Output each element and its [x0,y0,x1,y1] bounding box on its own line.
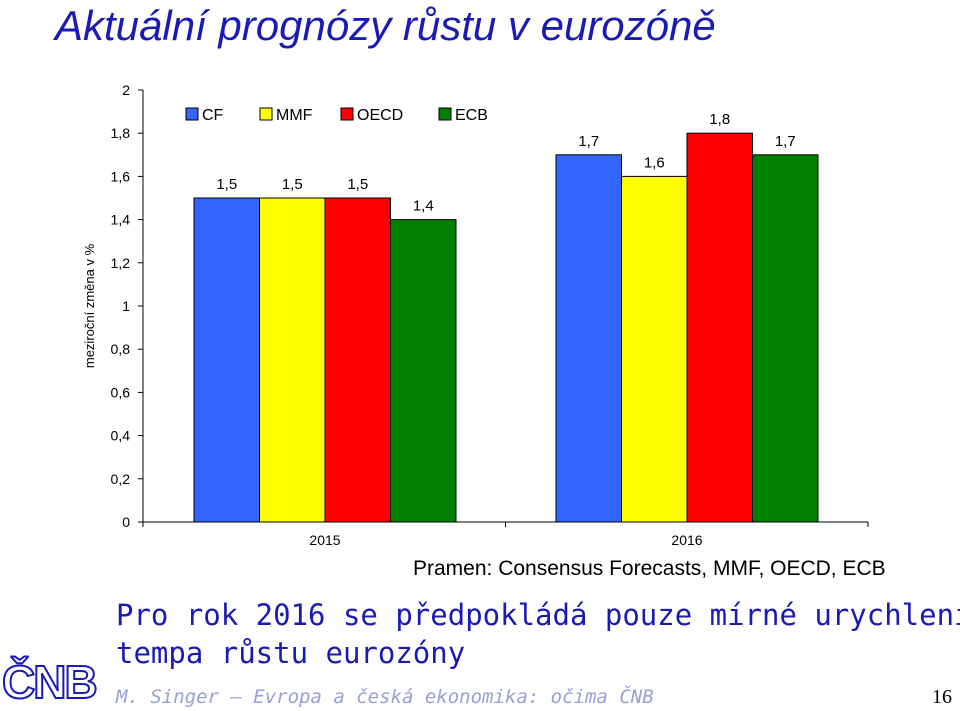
y-tick-label: 1,2 [111,255,131,271]
bar-cf-2015 [193,197,260,523]
bar-chart: 0 0,2 0,4 0,6 0,8 1 1,2 1,4 1,6 1,8 2 meziroční změ… [82,82,869,548]
y-tick-label: 0,2 [111,471,131,487]
bar-ecb-2016 [752,154,819,523]
slide-title: Aktuální prognózy růstu v eurozóně [55,2,716,49]
y-tick-label: 1 [122,298,130,314]
bar-mmf-2015 [259,197,326,523]
data-label: 1,7 [775,133,796,150]
source-note: Pramen: Consensus Forecasts, MMF, OECD, … [413,557,886,580]
data-label: 1,4 [413,198,434,215]
legend-label-ecb: ECB [455,107,488,124]
cnb-logo: ČNB [1,655,99,709]
legend-swatch-oecd [340,107,354,121]
key-message-line-2: tempa růstu eurozóny [116,636,466,670]
data-label: 1,8 [709,111,730,128]
bar-ecb-2015 [390,219,457,523]
legend-label-cf: CF [202,107,224,124]
footer-text: M. Singer – Evropa a česká ekonomika: oč… [116,686,654,708]
bar-oecd-2016 [686,132,753,523]
y-tick-label: 0,4 [111,428,131,444]
page-number: 16 [932,686,952,708]
legend-label-mmf: MMF [276,107,313,124]
y-axis-label: meziroční změna v % [82,243,97,368]
data-label: 1,5 [216,176,237,193]
data-label: 1,5 [282,176,303,193]
data-label: 1,7 [578,133,599,150]
key-message: Pro rok 2016 se předpokládá pouze mírné … [116,596,960,672]
bar-oecd-2015 [324,197,391,523]
y-tick-label: 2 [122,82,130,98]
legend-label-oecd: OECD [357,107,403,124]
legend-swatch-cf [185,107,199,121]
y-tick-label: 0,8 [111,341,131,357]
x-tick-label: 2015 [309,532,340,548]
key-message-line-1: Pro rok 2016 se předpokládá pouze mírné … [116,598,960,632]
y-tick-label: 0 [122,514,130,530]
bar-cf-2016 [555,154,622,523]
legend-swatch-ecb [438,107,452,121]
data-label: 1,6 [644,154,665,171]
y-tick-label: 1,6 [111,168,131,184]
y-tick-label: 1,4 [111,212,131,228]
y-tick-label: 0,6 [111,384,131,400]
x-tick-label: 2016 [671,532,702,548]
legend-swatch-mmf [259,107,273,121]
y-tick-label: 1,8 [111,125,131,141]
bar-mmf-2016 [621,175,688,523]
data-label: 1,5 [347,176,368,193]
